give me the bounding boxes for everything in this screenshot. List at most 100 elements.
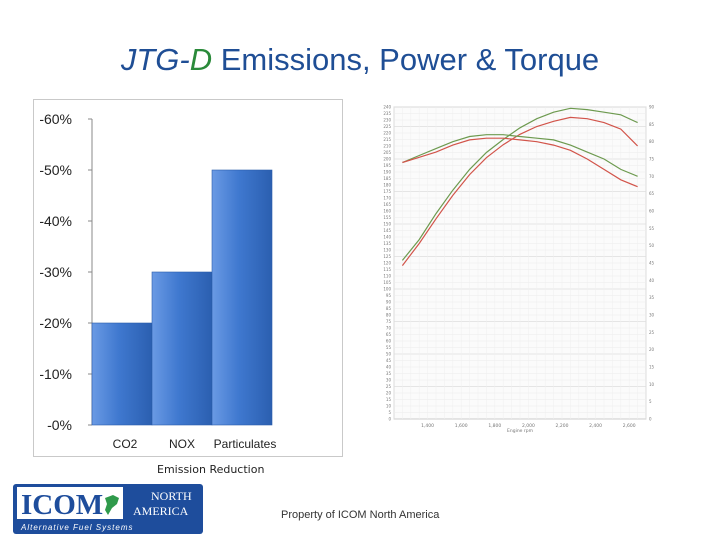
left-tick-label: 5 — [388, 410, 391, 415]
left-tick-label: 55 — [386, 345, 392, 350]
logo-tagline: Alternative Fuel Systems — [20, 523, 133, 532]
x-tick-label: 1,400 — [421, 423, 434, 429]
left-tick-label: 185 — [383, 176, 391, 181]
y-tick-label: -20% — [39, 315, 72, 331]
logo-region-bottom: AMERICA — [133, 504, 189, 518]
left-tick-label: 180 — [383, 183, 391, 188]
left-tick-label: 215 — [383, 137, 391, 142]
series-line-2 — [402, 134, 638, 177]
x-tick-label: NOX — [169, 437, 195, 451]
left-tick-label: 240 — [383, 105, 391, 110]
right-tick-label: 25 — [649, 330, 655, 335]
left-tick-label: 0 — [388, 417, 391, 422]
left-tick-label: 65 — [386, 332, 392, 337]
left-tick-label: 10 — [386, 404, 392, 409]
left-tick-label: 35 — [386, 371, 392, 376]
right-tick-label: 50 — [649, 243, 655, 248]
slide-title: JTG-D Emissions, Power & Torque — [0, 42, 720, 78]
y-tick-label: -50% — [39, 162, 72, 178]
x-tick-label: 2,600 — [623, 423, 636, 429]
left-tick-label: 30 — [386, 378, 392, 383]
left-tick-label: 75 — [386, 319, 392, 324]
left-tick-label: 25 — [386, 384, 392, 389]
right-tick-label: 75 — [649, 157, 655, 162]
emission-chart-panel: -60% -50% -40% -30% -20% -10% -0% CO2 NOX Particu… — [33, 99, 343, 457]
left-tick-label: 165 — [383, 202, 391, 207]
left-tick-label: 110 — [383, 274, 391, 279]
right-tick-label: 15 — [649, 365, 655, 370]
left-tick-label: 230 — [383, 118, 391, 123]
left-tick-label: 60 — [386, 339, 392, 344]
right-tick-label: 90 — [649, 105, 655, 110]
left-tick-label: 115 — [383, 267, 391, 272]
dyno-chart-panel: 0 5 10 15 20 25 30 35 40 45 50 55 60 65 70 75 80 85 90 95 10… — [368, 103, 668, 435]
y-tick-label: -30% — [39, 264, 72, 280]
right-tick-label: 80 — [649, 139, 655, 144]
x-tick-label: 2,400 — [589, 423, 602, 429]
left-tick-label: 195 — [383, 163, 391, 168]
right-tick-label: 35 — [649, 295, 655, 300]
right-tick-label: 60 — [649, 209, 655, 214]
left-tick-label: 220 — [383, 131, 391, 136]
left-tick-label: 130 — [383, 248, 391, 253]
left-tick-label: 95 — [386, 293, 392, 298]
left-tick-label: 140 — [383, 235, 391, 240]
right-tick-label: 45 — [649, 261, 655, 266]
left-tick-label: 20 — [386, 391, 392, 396]
right-tick-label: 30 — [649, 313, 655, 318]
emission-bar-chart: -60% -50% -40% -30% -20% -10% -0% CO2 NOX Particu… — [39, 111, 277, 451]
left-tick-label: 145 — [383, 228, 391, 233]
left-tick-label: 170 — [383, 196, 391, 201]
left-tick-label: 160 — [383, 209, 391, 214]
left-tick-label: 200 — [383, 157, 391, 162]
left-tick-label: 15 — [386, 397, 392, 402]
y-tick-label: -40% — [39, 213, 72, 229]
x-tick-label: CO2 — [113, 437, 138, 451]
x-tick-label: 2,000 — [522, 423, 535, 429]
left-tick-label: 70 — [386, 326, 392, 331]
emission-caption: Emission Reduction — [157, 463, 265, 476]
left-tick-label: 80 — [386, 313, 392, 318]
left-tick-label: 210 — [383, 144, 391, 149]
left-tick-label: 155 — [383, 215, 391, 220]
left-tick-label: 235 — [383, 111, 391, 116]
bar-nox — [151, 271, 213, 426]
left-tick-label: 50 — [386, 352, 392, 357]
left-tick-label: 40 — [386, 365, 392, 370]
right-tick-label: 5 — [649, 399, 652, 404]
right-tick-label: 40 — [649, 278, 655, 283]
title-rest: Emissions, Power & Torque — [212, 42, 600, 77]
bar-co2 — [91, 322, 153, 426]
x-tick-label: 2,200 — [556, 423, 569, 429]
logo-region-top: NORTH — [151, 489, 192, 503]
left-tick-label: 85 — [386, 306, 392, 311]
right-tick-label: 0 — [649, 417, 652, 422]
left-tick-label: 100 — [383, 287, 391, 292]
left-tick-label: 45 — [386, 358, 392, 363]
right-tick-label: 55 — [649, 226, 655, 231]
series-line-3 — [402, 137, 638, 188]
left-tick-label: 120 — [383, 261, 391, 266]
footer-text: Property of ICOM North America — [281, 509, 440, 521]
x-tick-label: 1,600 — [455, 423, 468, 429]
left-tick-label: 90 — [386, 300, 392, 305]
y-tick-label: -10% — [39, 366, 72, 382]
right-tick-label: 85 — [649, 122, 655, 127]
title-accent: D — [189, 42, 213, 77]
x-axis-label: Engine rpm — [507, 428, 533, 433]
y-tick-label: -0% — [47, 417, 72, 433]
bar-particulates — [211, 169, 273, 426]
right-tick-label: 70 — [649, 174, 655, 179]
dyno-line-chart: 0510152025303540455055606570758085909510… — [383, 105, 655, 435]
left-tick-label: 175 — [383, 189, 391, 194]
title-prefix: JTG- — [120, 42, 190, 77]
y-tick-label: -60% — [39, 111, 72, 127]
left-tick-label: 190 — [383, 170, 391, 175]
left-tick-label: 105 — [383, 280, 391, 285]
right-tick-label: 65 — [649, 191, 655, 196]
left-tick-label: 125 — [383, 254, 391, 259]
x-tick-label: 1,800 — [488, 423, 501, 429]
left-tick-label: 225 — [383, 124, 391, 129]
x-tick-label: Particulates — [214, 437, 277, 451]
left-tick-label: 205 — [383, 150, 391, 155]
